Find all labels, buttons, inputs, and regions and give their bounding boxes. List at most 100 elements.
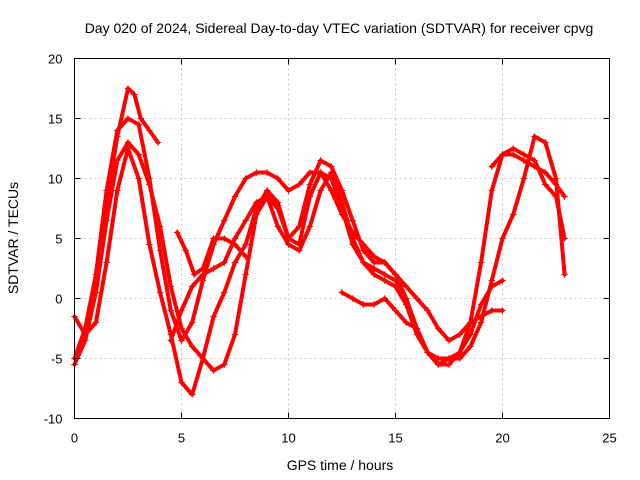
- chart-title: Day 020 of 2024, Sidereal Day-to-day VTE…: [85, 20, 594, 36]
- data-series: [488, 151, 568, 200]
- data-point: [349, 295, 356, 302]
- data-point: [338, 199, 346, 206]
- data-point: [231, 331, 239, 338]
- data-point: [360, 301, 367, 308]
- data-point: [263, 193, 271, 200]
- data-point: [531, 163, 538, 170]
- data-point: [189, 343, 196, 350]
- data-point: [456, 331, 463, 338]
- data-point: [456, 355, 463, 362]
- data-point: [424, 349, 431, 356]
- data-point: [413, 295, 421, 302]
- data-point: [114, 127, 121, 134]
- series-line: [340, 290, 419, 331]
- data-point: [488, 277, 495, 284]
- data-point: [92, 319, 100, 326]
- data-point: [146, 127, 153, 134]
- data-point: [191, 271, 198, 278]
- data-point: [178, 379, 185, 386]
- data-point: [381, 271, 388, 278]
- data-point: [403, 319, 410, 326]
- data-point: [189, 391, 196, 398]
- data-point: [317, 157, 324, 164]
- data-point: [306, 169, 314, 176]
- data-point: [285, 241, 292, 248]
- data-point: [542, 139, 549, 146]
- data-point: [510, 145, 517, 152]
- data-point: [488, 187, 495, 194]
- series-layer: [71, 85, 568, 398]
- data-point: [435, 325, 442, 332]
- data-point: [199, 277, 207, 284]
- y-tick-label: -10: [44, 412, 63, 427]
- data-point: [210, 265, 217, 272]
- data-point: [403, 301, 410, 308]
- data-point: [424, 307, 431, 314]
- data-point: [82, 337, 89, 344]
- data-point: [253, 169, 260, 176]
- data-point: [167, 283, 174, 290]
- data-point: [349, 235, 356, 242]
- data-point: [92, 289, 100, 296]
- data-point: [103, 217, 110, 224]
- data-point: [156, 223, 164, 230]
- data-point: [210, 313, 217, 320]
- data-point: [445, 361, 453, 368]
- data-point: [381, 295, 388, 302]
- data-point: [488, 307, 495, 314]
- data-point: [137, 115, 144, 122]
- data-point: [221, 235, 228, 242]
- x-tick-label: 15: [388, 431, 402, 446]
- data-point: [135, 175, 142, 182]
- data-point: [488, 283, 495, 290]
- data-point: [167, 337, 174, 344]
- data-point: [413, 331, 421, 338]
- data-point: [285, 187, 292, 194]
- data-point: [242, 271, 249, 278]
- data-point: [103, 259, 110, 266]
- data-point: [242, 217, 249, 224]
- data-point: [467, 331, 474, 338]
- y-tick-label: 20: [48, 52, 62, 67]
- data-point: [124, 85, 132, 92]
- grid: [74, 58, 610, 419]
- data-point: [467, 343, 474, 350]
- axis-ticks: 0 5 10 15 20 25 -10 -5 0 5 10 15 20: [44, 52, 617, 446]
- data-point: [242, 241, 249, 248]
- data-point: [445, 337, 453, 344]
- data-point: [263, 169, 271, 176]
- data-point: [477, 259, 485, 266]
- data-point: [131, 91, 138, 98]
- data-point: [154, 139, 162, 146]
- data-point: [531, 133, 538, 140]
- data-point: [242, 175, 249, 182]
- data-point: [317, 187, 324, 194]
- data-point: [306, 181, 314, 188]
- data-point: [178, 337, 185, 344]
- data-point: [392, 283, 399, 290]
- data-point: [274, 223, 281, 230]
- data-point: [370, 253, 378, 260]
- data-point: [561, 271, 568, 278]
- data-point: [520, 151, 528, 158]
- data-point: [135, 151, 142, 158]
- data-point: [477, 319, 485, 326]
- data-point: [221, 361, 228, 368]
- data-point: [306, 223, 314, 230]
- data-point: [499, 235, 506, 242]
- data-point: [520, 157, 528, 164]
- data-point: [467, 319, 474, 326]
- data-point: [306, 193, 314, 200]
- data-point: [531, 157, 538, 164]
- data-point: [156, 289, 164, 296]
- data-point: [296, 181, 303, 188]
- data-point: [124, 139, 132, 146]
- data-point: [435, 361, 442, 368]
- series-line: [83, 134, 567, 397]
- data-point: [392, 277, 399, 284]
- data-point: [403, 283, 410, 290]
- data-point: [274, 175, 281, 182]
- data-series: [82, 133, 568, 398]
- data-point: [189, 319, 196, 326]
